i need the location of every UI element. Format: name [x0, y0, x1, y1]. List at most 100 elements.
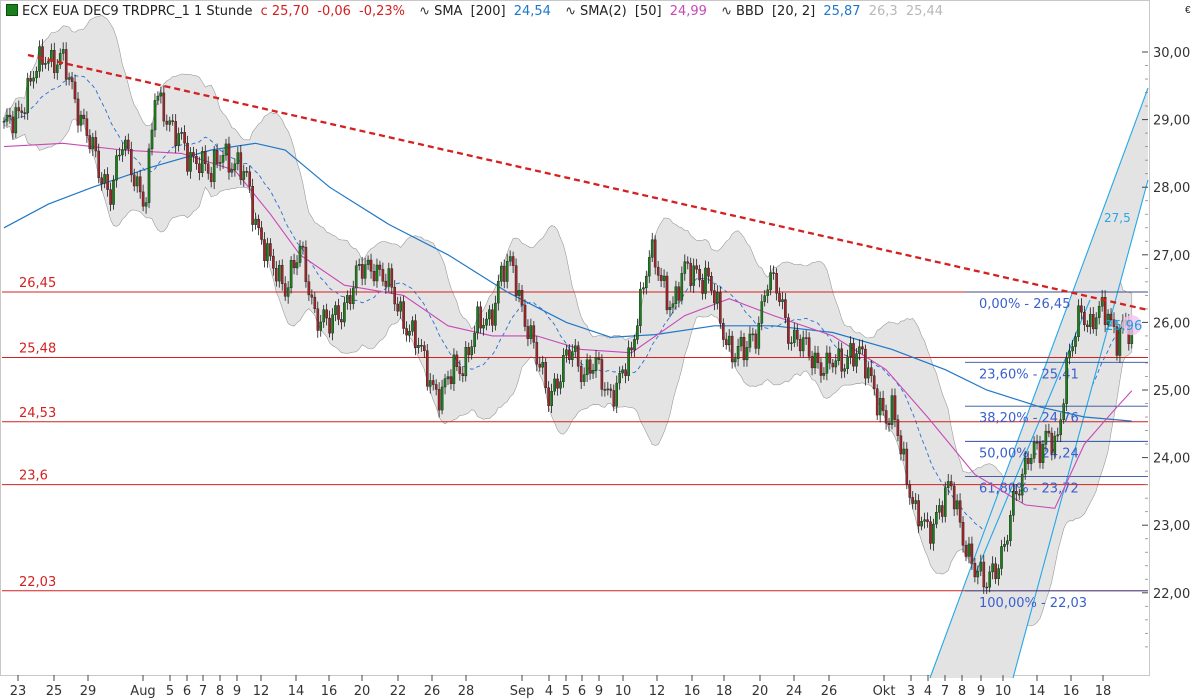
candle-body — [248, 171, 252, 187]
candle-body — [825, 352, 829, 374]
x-tick-label: 18 — [1095, 684, 1112, 699]
candle-body — [165, 120, 169, 125]
x-axis: 23 25 29 Aug 5 6 7 8 9 12 14 16 20 22 26 28 Sep 4 5 6 9 10 12 1… — [10, 675, 1112, 699]
candle-body — [801, 337, 805, 352]
candle-body — [381, 269, 385, 282]
candle-body — [855, 353, 858, 367]
candle-body — [171, 120, 175, 122]
candle-body — [899, 435, 903, 455]
candle-body — [502, 265, 506, 282]
candle-body — [449, 376, 453, 384]
trend-channel-label: 27,5 — [1104, 211, 1131, 225]
candle-body — [5, 114, 9, 122]
x-tick-label: 7 — [199, 684, 207, 699]
level-label: 26,45 — [19, 276, 56, 291]
candle-body — [952, 485, 956, 510]
candle-body — [292, 260, 296, 269]
candle-body — [387, 268, 391, 287]
x-tick-label: 23 — [10, 684, 27, 699]
candle-body — [56, 64, 59, 73]
candle-body — [846, 356, 849, 369]
candle-body — [1047, 430, 1051, 434]
candle-body — [970, 543, 974, 564]
legend-bbd-value2: 26,3 — [868, 4, 898, 19]
candle-body — [461, 373, 465, 377]
candle-body — [1006, 540, 1009, 545]
candle-body — [67, 77, 71, 80]
horizontal-level-layer: 26,45 25,48 24,53 23,6 22,03 — [2, 276, 1148, 592]
candle-body — [431, 380, 435, 385]
fibonacci-layer: 0,00% - 26,45 23,60% - 25,41 38,20% - 24,7… — [965, 291, 1148, 611]
legend-close: c 25,70 — [260, 4, 310, 19]
candle-body — [1044, 430, 1048, 445]
candle-body — [491, 309, 494, 326]
candle-body — [100, 177, 103, 184]
candle-body — [748, 333, 752, 348]
candle-body — [529, 325, 533, 339]
candle-body — [180, 132, 183, 134]
y-tick-label: 24,00 — [1153, 452, 1190, 467]
candle-body — [576, 345, 580, 367]
candle-body — [1071, 346, 1074, 352]
candle-body — [553, 378, 556, 392]
candle-body — [804, 337, 808, 339]
candle-body — [212, 150, 216, 183]
y-axis: 30,00 29,00 28,00 27,00 26,00 25,00 24,00 23,00… — [1142, 46, 1190, 648]
candle-body — [544, 362, 547, 388]
candle-body — [17, 107, 21, 112]
bbd-wave-icon: ∿ — [721, 4, 732, 19]
candle-body — [816, 352, 820, 364]
resistance-trendline — [27, 53, 1149, 312]
candle-body — [269, 243, 272, 257]
candle-body — [203, 151, 207, 165]
candle-body — [1112, 319, 1116, 327]
candle-body — [215, 150, 219, 164]
candle-body — [843, 368, 846, 372]
candle-body — [218, 162, 222, 164]
x-tick-label: Aug — [130, 684, 155, 699]
candle-body — [79, 114, 83, 126]
x-tick-label: Okt — [873, 684, 896, 699]
candle-body — [289, 260, 293, 288]
candle-body — [76, 98, 80, 126]
candle-body — [198, 163, 201, 173]
candle-body — [168, 120, 172, 125]
candle-body — [991, 563, 994, 573]
candle-body — [363, 264, 367, 279]
candle-body — [192, 152, 195, 157]
x-tick-label: 18 — [716, 684, 733, 699]
candle-body — [831, 362, 835, 368]
candle-body — [150, 129, 154, 150]
candle-body — [20, 110, 24, 113]
candle-body — [677, 286, 681, 301]
candle-body — [156, 95, 160, 101]
candle-body — [11, 116, 15, 134]
candle-body — [390, 268, 394, 288]
legend-sma200-value: 24,54 — [513, 4, 551, 19]
candle-body — [1091, 314, 1095, 330]
candle-body — [920, 521, 923, 527]
candle-body — [455, 354, 459, 367]
candle-body — [70, 77, 74, 82]
candle-body — [982, 561, 986, 588]
x-tick-label: 20 — [354, 684, 371, 699]
candle-body — [227, 143, 231, 173]
candle-body — [1009, 515, 1012, 541]
candle-body — [473, 332, 476, 347]
candle-body — [236, 152, 240, 165]
candle-body — [275, 268, 278, 282]
candle-body — [26, 78, 30, 114]
candle-body — [58, 53, 62, 66]
candle-body — [53, 50, 56, 73]
candle-body — [206, 163, 210, 174]
candle-body — [278, 265, 281, 282]
candle-body — [633, 339, 636, 351]
candle-body — [985, 586, 988, 589]
candle-body — [961, 522, 965, 546]
candle-body — [837, 348, 840, 362]
x-tick-label: 26 — [424, 684, 441, 699]
candle-body — [260, 227, 263, 240]
candle-body — [890, 395, 894, 425]
candle-body — [1023, 457, 1027, 475]
candle-body — [526, 326, 530, 339]
